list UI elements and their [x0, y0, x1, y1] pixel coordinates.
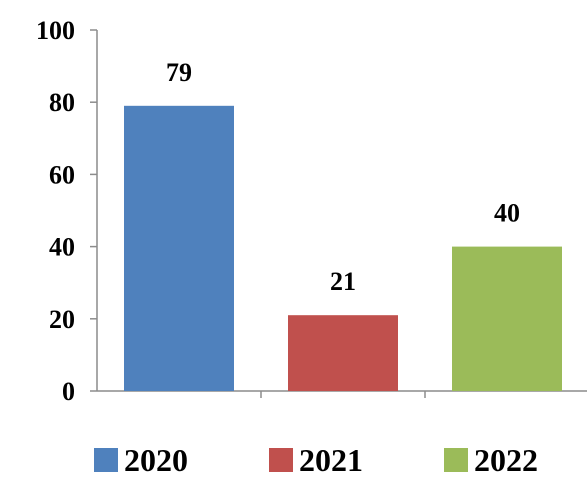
legend-label-2020: 2020	[124, 442, 188, 478]
y-tick-label: 0	[62, 377, 75, 406]
bars	[124, 105, 562, 391]
legend-label-2022: 2022	[474, 442, 538, 478]
data-label-2022: 40	[494, 199, 520, 228]
data-label-2020: 79	[166, 58, 192, 87]
y-tick-label: 20	[49, 305, 75, 334]
legend-swatch-2021	[269, 448, 293, 472]
legend: 2020 2021 2022	[94, 442, 538, 478]
legend-swatch-2022	[444, 448, 468, 472]
y-tick-label: 100	[36, 16, 75, 45]
y-tick-label: 60	[49, 160, 75, 189]
x-axis	[97, 390, 587, 398]
bar-2022	[452, 246, 562, 391]
bar-2020	[124, 105, 234, 391]
data-labels: 79 21 40	[166, 58, 520, 296]
legend-label-2021: 2021	[299, 442, 363, 478]
legend-swatch-2020	[94, 448, 118, 472]
data-label-2021: 21	[330, 267, 356, 296]
y-tick-label: 40	[49, 233, 75, 262]
y-tick-label: 80	[49, 88, 75, 117]
bar-2021	[288, 315, 398, 391]
y-axis: 0 20 40 60 80 100	[36, 16, 98, 406]
